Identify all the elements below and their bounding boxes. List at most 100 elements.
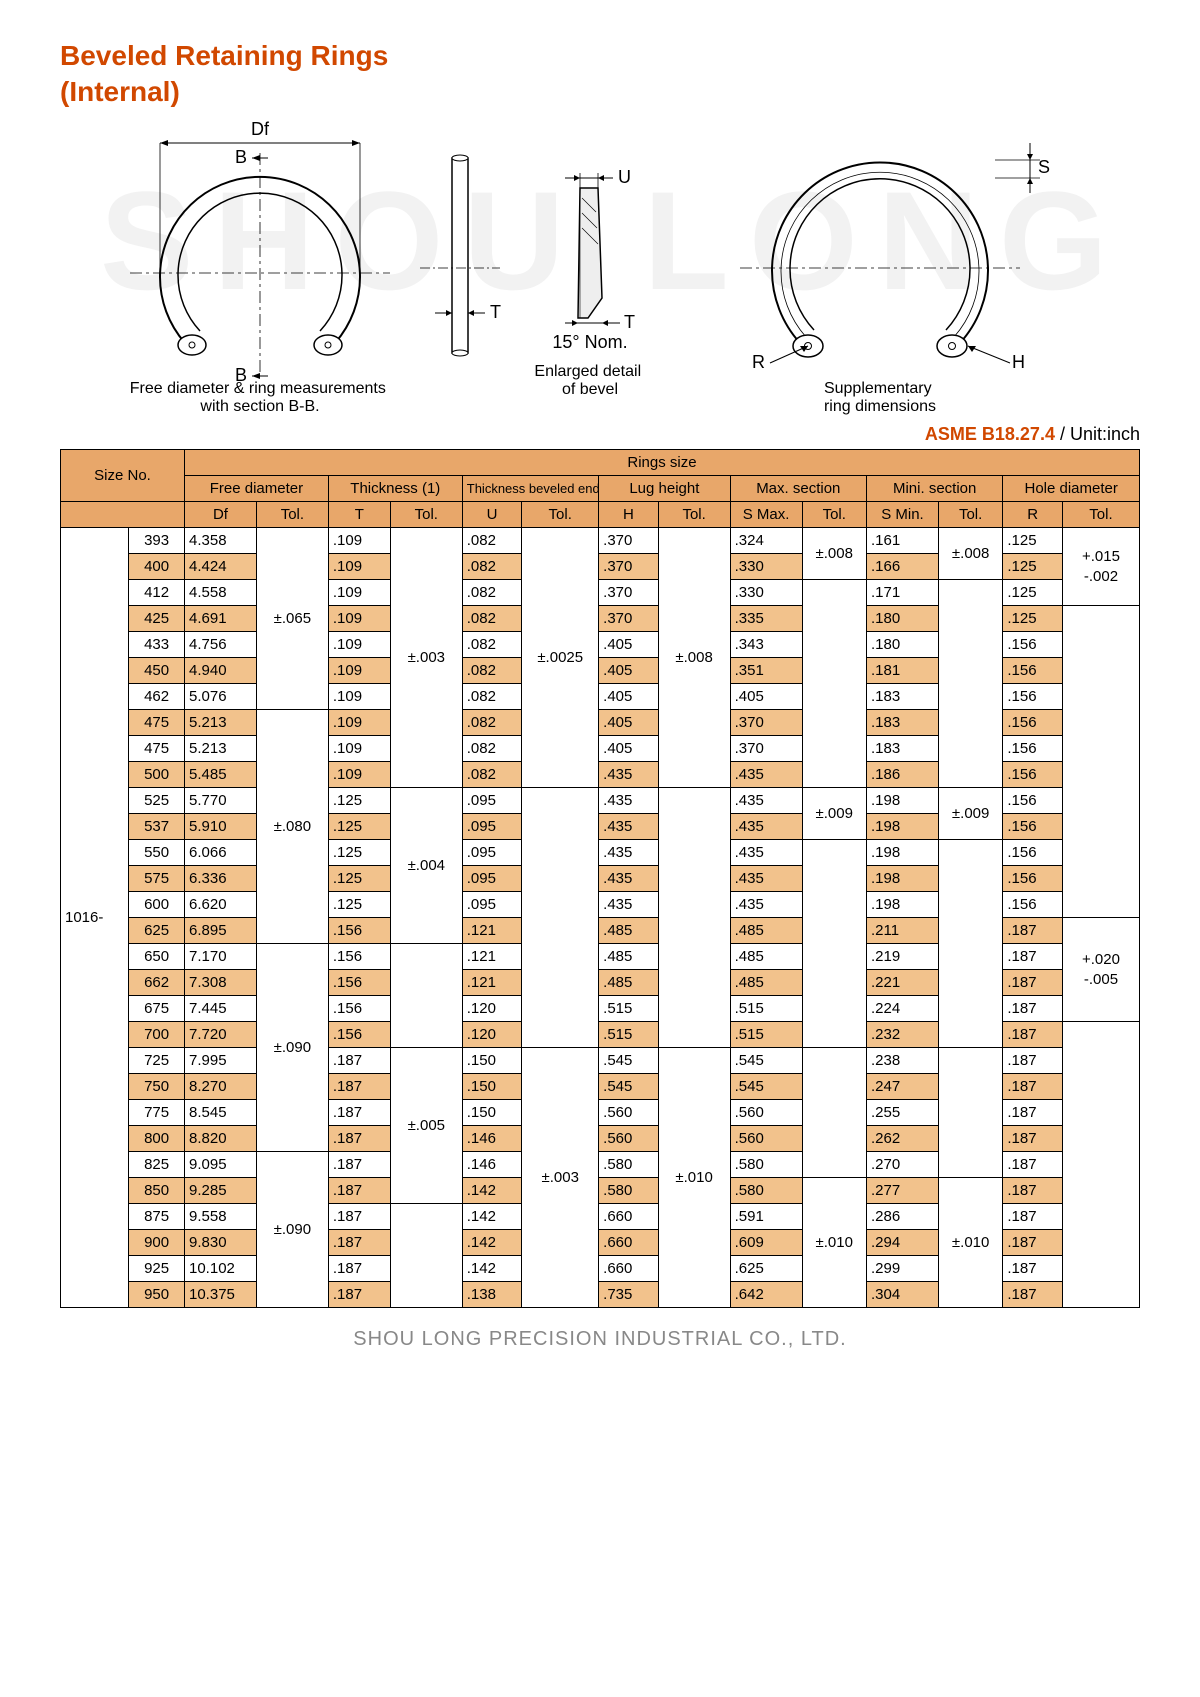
data-cell: 425 xyxy=(129,606,185,632)
header-group: Free diameter xyxy=(185,476,329,502)
header-sub: T xyxy=(328,502,390,528)
tolerance-cell: ±.008 xyxy=(658,528,730,788)
data-cell: .485 xyxy=(599,918,659,944)
data-cell: .515 xyxy=(599,1022,659,1048)
page-title: Beveled Retaining Rings xyxy=(60,40,1140,72)
data-cell: .187 xyxy=(1003,944,1063,970)
data-cell: .082 xyxy=(462,736,522,762)
dim-t-label: T xyxy=(490,302,501,322)
data-cell: .238 xyxy=(866,1048,938,1074)
header-sub: Tol. xyxy=(658,502,730,528)
data-cell: 5.213 xyxy=(185,710,257,736)
data-cell: .183 xyxy=(866,710,938,736)
tolerance-cell: +.015 -.002 xyxy=(1062,528,1139,606)
data-cell: .660 xyxy=(599,1256,659,1282)
caption-mid: Enlarged detail of bevel xyxy=(534,363,645,398)
header-sub: Tol. xyxy=(1062,502,1139,528)
data-cell: .180 xyxy=(866,606,938,632)
data-cell: .082 xyxy=(462,762,522,788)
data-cell: 6.895 xyxy=(185,918,257,944)
header-group: Hole diameter xyxy=(1003,476,1140,502)
data-cell: 675 xyxy=(129,996,185,1022)
dim-df-label: Df xyxy=(251,119,270,139)
dim-b-top: B xyxy=(235,147,247,167)
data-cell: .082 xyxy=(462,554,522,580)
data-cell: .198 xyxy=(866,892,938,918)
header-group: Thickness (1) xyxy=(328,476,462,502)
data-cell: 700 xyxy=(129,1022,185,1048)
data-cell: 6.620 xyxy=(185,892,257,918)
data-cell: .198 xyxy=(866,866,938,892)
data-cell: .351 xyxy=(730,658,802,684)
data-cell: .125 xyxy=(328,788,390,814)
data-cell: .082 xyxy=(462,710,522,736)
data-cell: 433 xyxy=(129,632,185,658)
caption-right: Supplementary ring dimensions xyxy=(824,380,936,415)
data-cell: 7.308 xyxy=(185,970,257,996)
data-cell: .485 xyxy=(730,944,802,970)
data-cell: .405 xyxy=(730,684,802,710)
data-cell: .156 xyxy=(1003,788,1063,814)
data-cell: .247 xyxy=(866,1074,938,1100)
data-cell: .156 xyxy=(1003,658,1063,684)
data-cell: 800 xyxy=(129,1126,185,1152)
data-cell: 10.375 xyxy=(185,1282,257,1308)
data-cell: .109 xyxy=(328,528,390,554)
data-cell: .560 xyxy=(599,1100,659,1126)
data-cell: .435 xyxy=(730,814,802,840)
data-cell: 9.285 xyxy=(185,1178,257,1204)
data-cell: .180 xyxy=(866,632,938,658)
data-cell: .187 xyxy=(1003,1152,1063,1178)
data-cell: .435 xyxy=(730,788,802,814)
data-cell: .515 xyxy=(730,996,802,1022)
data-cell: .187 xyxy=(1003,1178,1063,1204)
data-cell: 475 xyxy=(129,710,185,736)
data-cell: .120 xyxy=(462,1022,522,1048)
data-cell: .156 xyxy=(328,1022,390,1048)
page-subtitle: (Internal) xyxy=(60,76,1140,108)
data-cell: .109 xyxy=(328,658,390,684)
table-row: 5255.770.125±.004.095.435.435±.009.198±.… xyxy=(61,788,1140,814)
data-cell: .435 xyxy=(730,892,802,918)
data-cell: .735 xyxy=(599,1282,659,1308)
tolerance-cell: ±.003 xyxy=(390,528,462,788)
data-cell: .109 xyxy=(328,684,390,710)
header-group: Lug height xyxy=(599,476,730,502)
data-cell: .187 xyxy=(328,1230,390,1256)
data-cell: .138 xyxy=(462,1282,522,1308)
data-cell: .156 xyxy=(328,944,390,970)
tolerance-cell: ±.005 xyxy=(390,1048,462,1204)
data-cell: .187 xyxy=(1003,1074,1063,1100)
data-cell: .187 xyxy=(328,1282,390,1308)
data-cell: .299 xyxy=(866,1256,938,1282)
spec-unit: / Unit:inch xyxy=(1055,424,1140,444)
data-cell: 775 xyxy=(129,1100,185,1126)
data-cell: .156 xyxy=(328,970,390,996)
data-cell: .609 xyxy=(730,1230,802,1256)
data-cell: 9.095 xyxy=(185,1152,257,1178)
data-cell: .121 xyxy=(462,944,522,970)
data-cell: .142 xyxy=(462,1178,522,1204)
header-sub: Tol. xyxy=(522,502,599,528)
header-group: Mini. section xyxy=(866,476,1002,502)
data-cell: .545 xyxy=(599,1074,659,1100)
data-cell: 575 xyxy=(129,866,185,892)
caption-left: Free diameter & ring measurements with s… xyxy=(130,380,391,415)
data-cell: 7.720 xyxy=(185,1022,257,1048)
data-cell: 525 xyxy=(129,788,185,814)
header-group: Max. section xyxy=(730,476,866,502)
data-cell: .120 xyxy=(462,996,522,1022)
data-cell: .109 xyxy=(328,762,390,788)
data-cell: .125 xyxy=(1003,528,1063,554)
data-cell: .270 xyxy=(866,1152,938,1178)
data-cell: .219 xyxy=(866,944,938,970)
data-cell: .095 xyxy=(462,866,522,892)
data-cell: .161 xyxy=(866,528,938,554)
data-cell: .125 xyxy=(328,814,390,840)
data-cell: 6.066 xyxy=(185,840,257,866)
data-cell: .186 xyxy=(866,762,938,788)
data-cell: .580 xyxy=(599,1152,659,1178)
data-cell: .324 xyxy=(730,528,802,554)
data-cell: .580 xyxy=(599,1178,659,1204)
tolerance-cell: ±.003 xyxy=(522,1048,599,1308)
